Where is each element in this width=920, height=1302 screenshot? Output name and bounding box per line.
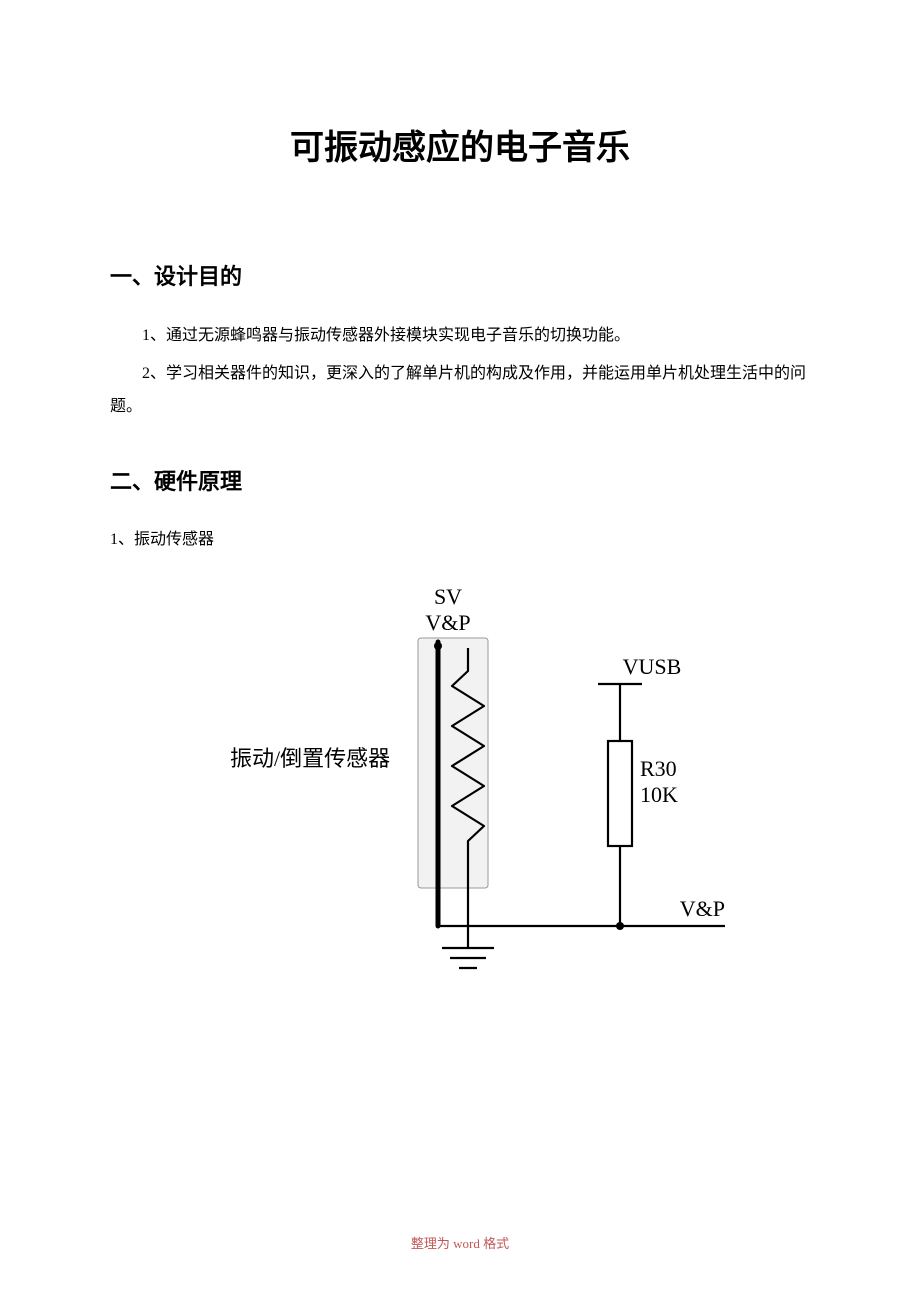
circuit-diagram: SV V&P 振动/倒置传感器 VUSB R30 10K — [110, 576, 810, 996]
page-footer: 整理为 word 格式 — [0, 1233, 920, 1252]
label-sensor-cn: 振动/倒置传感器 — [230, 746, 390, 771]
section1-p2: 2、学习相关器件的知识，更深入的了解单片机的构成及作用，并能运用单片机处理生活中… — [110, 357, 810, 424]
resistor-r30 — [608, 741, 632, 846]
section2-heading: 二、硬件原理 — [110, 464, 810, 496]
label-top-vp: V&P — [425, 610, 470, 635]
section1-p1: 1、通过无源蜂鸣器与振动传感器外接模块实现电子音乐的切换功能。 — [110, 319, 810, 353]
circuit-svg: SV V&P 振动/倒置传感器 VUSB R30 10K — [180, 576, 740, 996]
label-10k: 10K — [640, 782, 678, 807]
page-title: 可振动感应的电子音乐 — [110, 120, 810, 169]
section2-sub1: 1、振动传感器 — [110, 524, 810, 556]
section1-heading: 一、设计目的 — [110, 259, 810, 291]
label-vp-out: V&P — [680, 896, 725, 921]
sensor-box — [418, 638, 488, 888]
label-vusb: VUSB — [623, 654, 682, 679]
label-sv: SV — [434, 584, 462, 609]
section1-body: 1、通过无源蜂鸣器与振动传感器外接模块实现电子音乐的切换功能。 2、学习相关器件… — [110, 319, 810, 424]
sensor-pin-tip — [434, 642, 442, 650]
junction-node — [616, 922, 624, 930]
label-r30: R30 — [640, 756, 677, 781]
